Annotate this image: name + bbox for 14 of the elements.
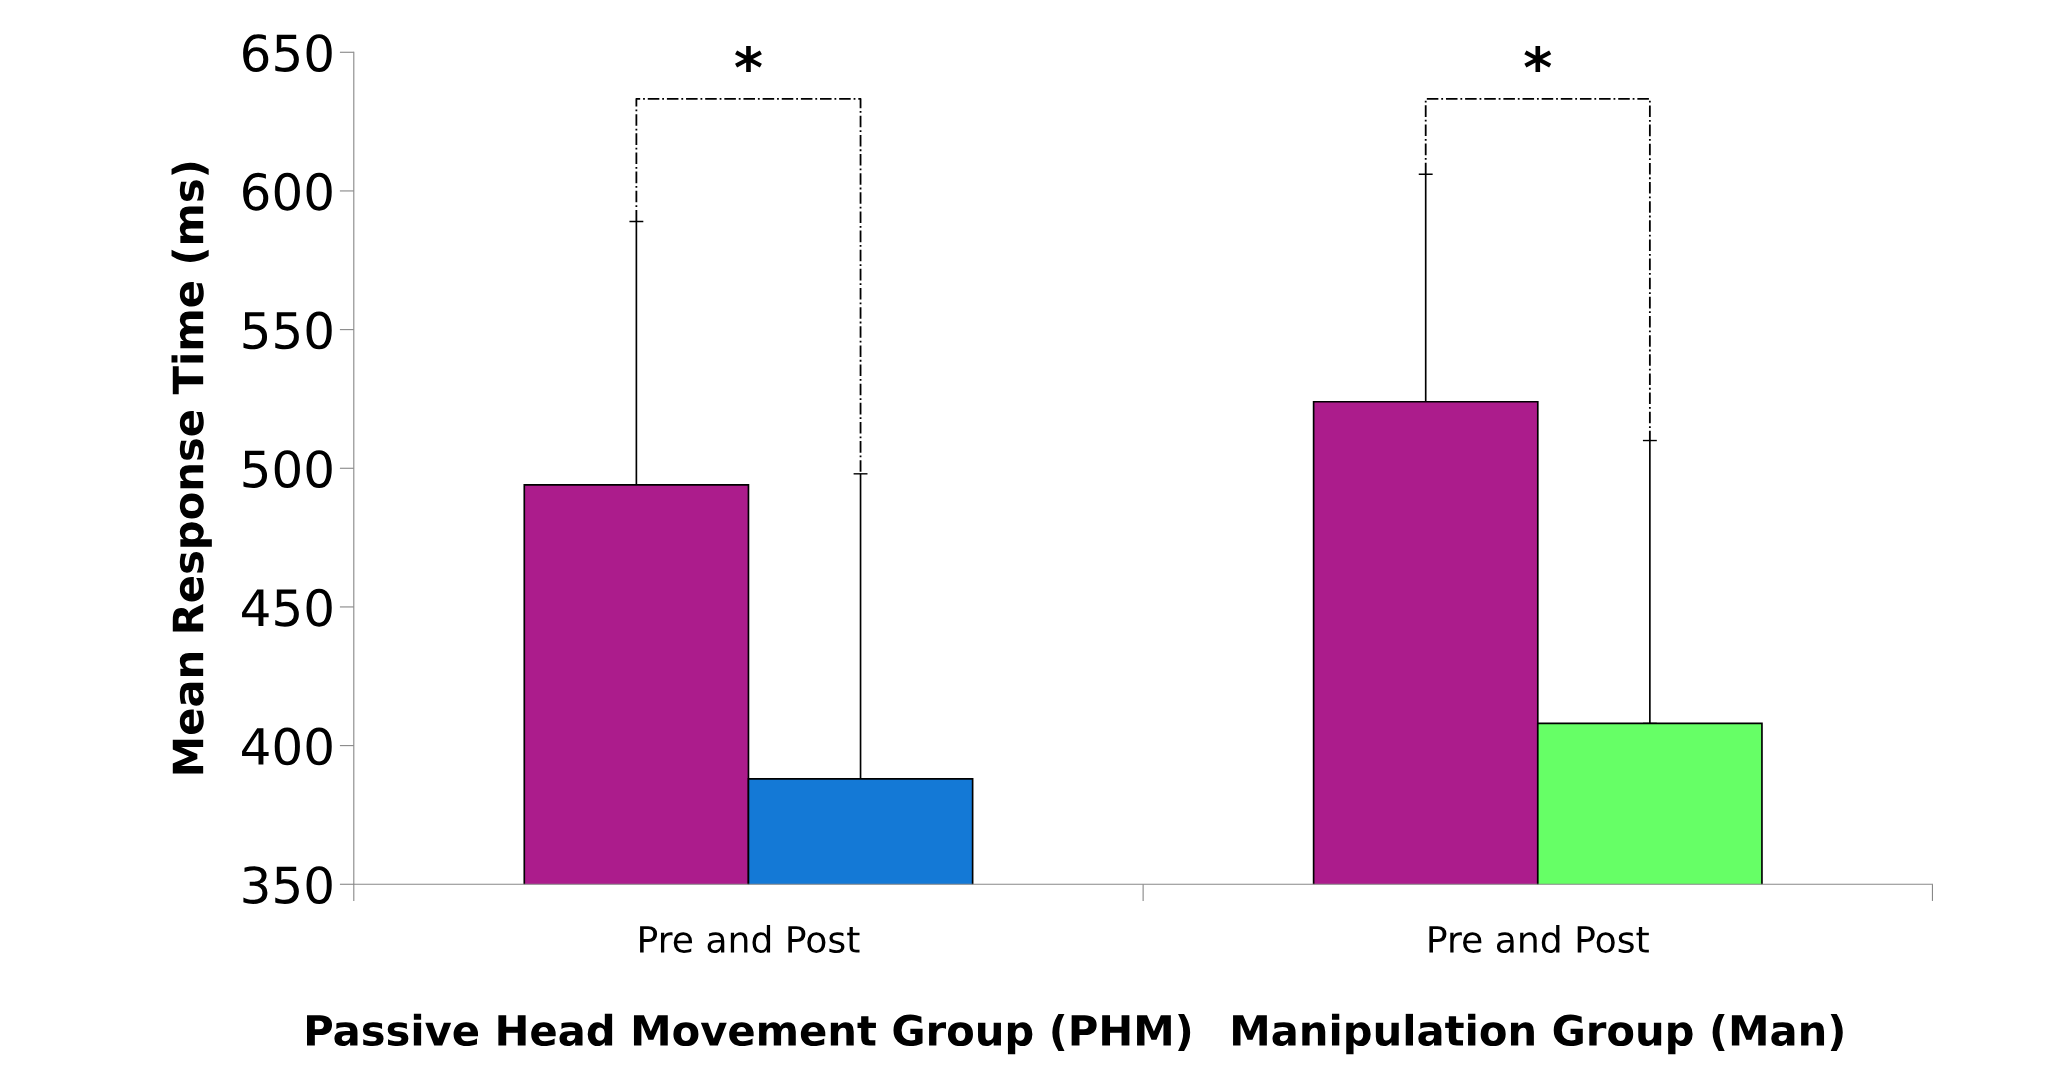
y-tick-label: 500 (243, 450, 332, 488)
x-tick-label: Pre and Post (1429, 925, 1649, 953)
y-tick-label: 450 (242, 588, 332, 627)
text: Passive Head Movement Group (PHM) (307, 1013, 1191, 1055)
text: Manipulation Group (Man) (1233, 1013, 1843, 1055)
y-tick-label: 600 (243, 172, 332, 211)
y-tick-label: 550 (243, 311, 332, 350)
y-axis-title: Mean Response Time (ms) (171, 162, 212, 774)
x-tick-label: Pre and Post (640, 925, 860, 953)
y-tick-label: 350 (243, 866, 332, 904)
annotation: * (735, 46, 762, 72)
y-tick-label: 400 (242, 727, 332, 766)
y-tick-label: 650 (243, 34, 332, 72)
annotation: * (1524, 46, 1552, 72)
